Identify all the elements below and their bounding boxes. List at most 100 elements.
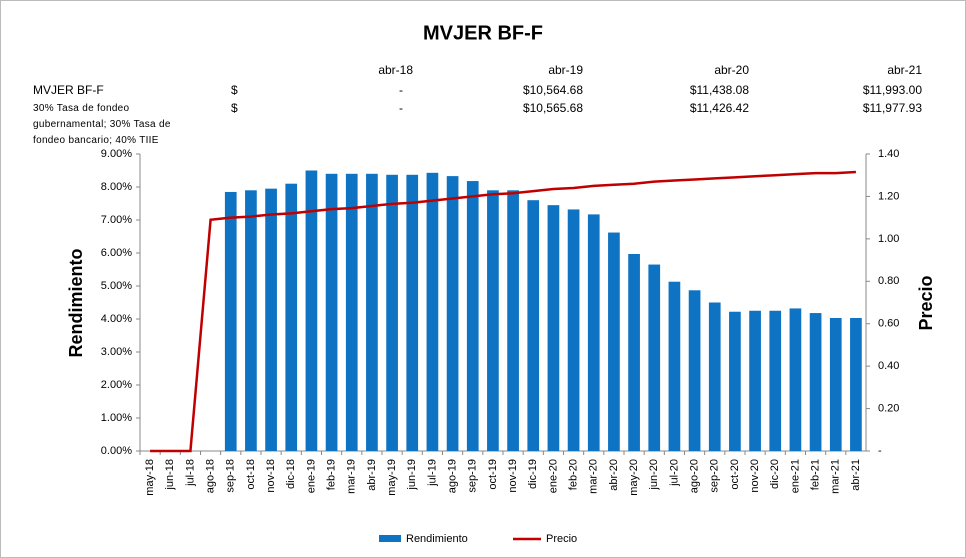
y-tick-label: 2.00% [101,379,132,391]
x-tick-label: oct-18 [245,459,257,490]
x-tick-label: may-20 [628,459,640,496]
bar [406,174,419,452]
x-tick-label: nov-20 [749,459,761,493]
x-tick-label: mar-19 [346,459,358,494]
bar [829,318,842,451]
x-tick-label: feb-19 [325,459,337,490]
y2-tick-label: 0.60 [878,318,899,330]
bar [265,188,277,451]
y2-tick-label: 0.20 [878,402,899,414]
x-tick-label: jul-19 [426,459,438,487]
x-tick-label: abr-19 [366,459,378,491]
x-tick-label: nov-19 [507,459,519,493]
row-label: 30% Tasa de fondeo gubernamental; 30% Ta… [33,103,171,146]
bar [729,311,741,451]
x-tick-label: nov-18 [265,459,277,493]
x-tick-label: ago-18 [204,459,216,493]
bar [769,310,782,451]
row-currency: $ [231,101,238,115]
y-tick-label: 6.00% [101,247,132,259]
y-axis-title: Rendimiento [66,248,86,357]
table-header: abr-18 [378,63,413,77]
x-tick-label: feb-21 [809,459,821,490]
bar [688,290,701,451]
table-cell: $11,438.08 [689,83,749,97]
bar [507,190,519,452]
table-cell: - [399,83,403,97]
y2-tick-label: - [878,445,882,457]
y-tick-label: 3.00% [101,346,132,358]
table-header: abr-21 [887,63,922,77]
table-cell: $10,565.68 [522,101,583,115]
bar [708,302,721,451]
bar [224,191,237,451]
x-tick-label: ene-19 [305,459,317,493]
x-tick-label: oct-19 [487,459,499,490]
y-tick-label: 1.00% [101,412,132,424]
row-label: MVJER BF-F [33,83,104,97]
bar [325,173,338,452]
table-cell: - [399,101,403,115]
line [150,170,856,453]
table-header: abr-19 [548,63,583,77]
table-cell: $10,564.68 [522,83,583,97]
bar [648,264,661,451]
table-cell: $11,993.00 [862,83,922,97]
x-tick-label: sep-19 [467,459,479,493]
bar [466,181,479,451]
bar [608,232,620,451]
legend-swatch [379,535,401,542]
table-header: abr-20 [714,63,749,77]
bar [426,172,439,451]
x-tick-label: jul-18 [184,459,196,487]
bar [305,170,318,451]
x-tick-label: mar-20 [588,459,600,494]
table-cell: $11,426.42 [689,101,749,115]
x-tick-label: jun-19 [406,459,418,491]
x-tick-label: feb-20 [567,459,579,490]
x-tick-label: dic-20 [769,459,781,489]
bar [567,209,580,451]
bar [587,214,600,451]
x-tick-label: sep-18 [225,459,237,493]
bar [547,205,560,451]
y-tick-label: 9.00% [101,148,132,160]
x-tick-label: dic-18 [285,459,297,489]
x-tick-label: ago-19 [446,459,458,493]
chart-title: MVJER BF-F [423,22,543,44]
x-tick-label: sep-20 [709,459,721,493]
y-tick-label: 8.00% [101,181,132,193]
x-tick-label: ene-20 [547,459,559,493]
row-currency: $ [231,83,238,97]
legend-label: Rendimiento [406,533,468,545]
y-tick-label: 4.00% [101,313,132,325]
bar [487,190,499,452]
x-tick-label: may-18 [144,459,156,496]
y2-tick-label: 1.40 [878,148,899,160]
bar [446,176,459,452]
bar [386,174,398,452]
x-tick-label: jun-18 [164,459,176,491]
x-tick-label: jun-20 [648,459,660,491]
x-tick-label: abr-20 [608,459,620,491]
legend-label: Precio [546,533,577,545]
table-cell: $11,977.93 [862,101,922,115]
y2-tick-label: 1.00 [878,233,899,245]
bar [789,308,802,451]
x-tick-label: mar-21 [830,459,842,494]
x-tick-label: may-19 [386,459,398,496]
bar [345,173,358,452]
bar [850,318,862,451]
bar [366,173,378,452]
x-tick-label: oct-20 [729,459,741,490]
y2-axis-title: Precio [916,275,936,330]
y2-tick-label: 0.80 [878,275,899,287]
x-tick-label: ago-20 [688,459,700,493]
x-tick-label: abr-21 [850,459,862,491]
x-tick-label: dic-19 [527,459,539,489]
bar [668,281,681,451]
x-tick-label: ene-21 [789,459,801,493]
y-tick-label: 7.00% [101,214,132,226]
y-tick-label: 5.00% [101,280,132,292]
